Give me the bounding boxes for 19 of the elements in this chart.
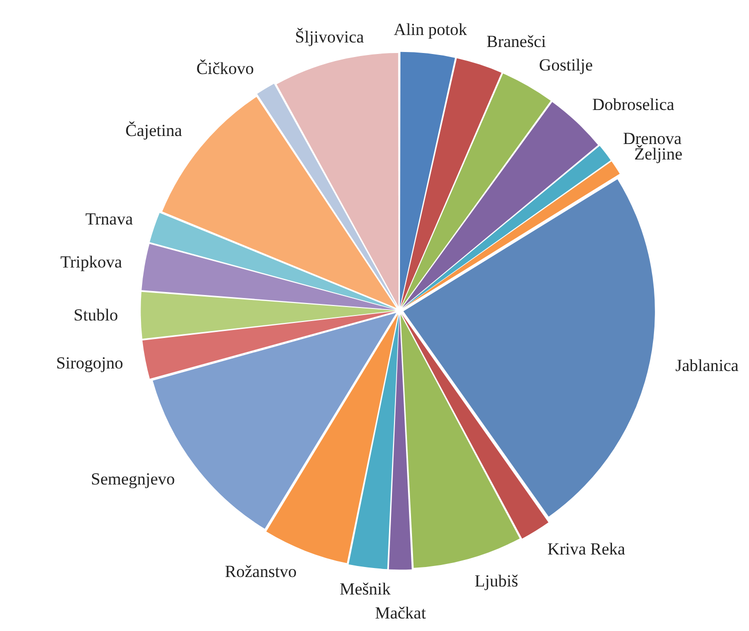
slice-label: Tripkova xyxy=(60,252,122,272)
slice-label: Rožanstvo xyxy=(224,562,297,582)
slice-label: Branešci xyxy=(486,32,546,52)
slice-label: Sirogojno xyxy=(56,354,124,373)
slice-label: Ljubiš xyxy=(474,571,518,590)
slice-label: Jablanica xyxy=(675,356,740,376)
slice-label: Mačkat xyxy=(374,603,426,622)
slice-label: Kriva Reka xyxy=(547,540,626,559)
slice-label: Gostilje xyxy=(538,55,593,74)
slice-label: Alin potok xyxy=(394,20,468,40)
slice-label: Semegnjevo xyxy=(90,470,175,489)
slice-label: Dobroselica xyxy=(592,94,675,114)
slice-label: Trnava xyxy=(85,210,134,229)
slice-label: Šljivovica xyxy=(295,27,364,46)
slice-label: Stublo xyxy=(74,305,118,324)
slice-label: Mešnik xyxy=(340,579,392,598)
slice-label: Željine xyxy=(634,144,682,164)
slice-label: Čajetina xyxy=(125,121,182,140)
slice-label: Čičkovo xyxy=(196,59,254,78)
